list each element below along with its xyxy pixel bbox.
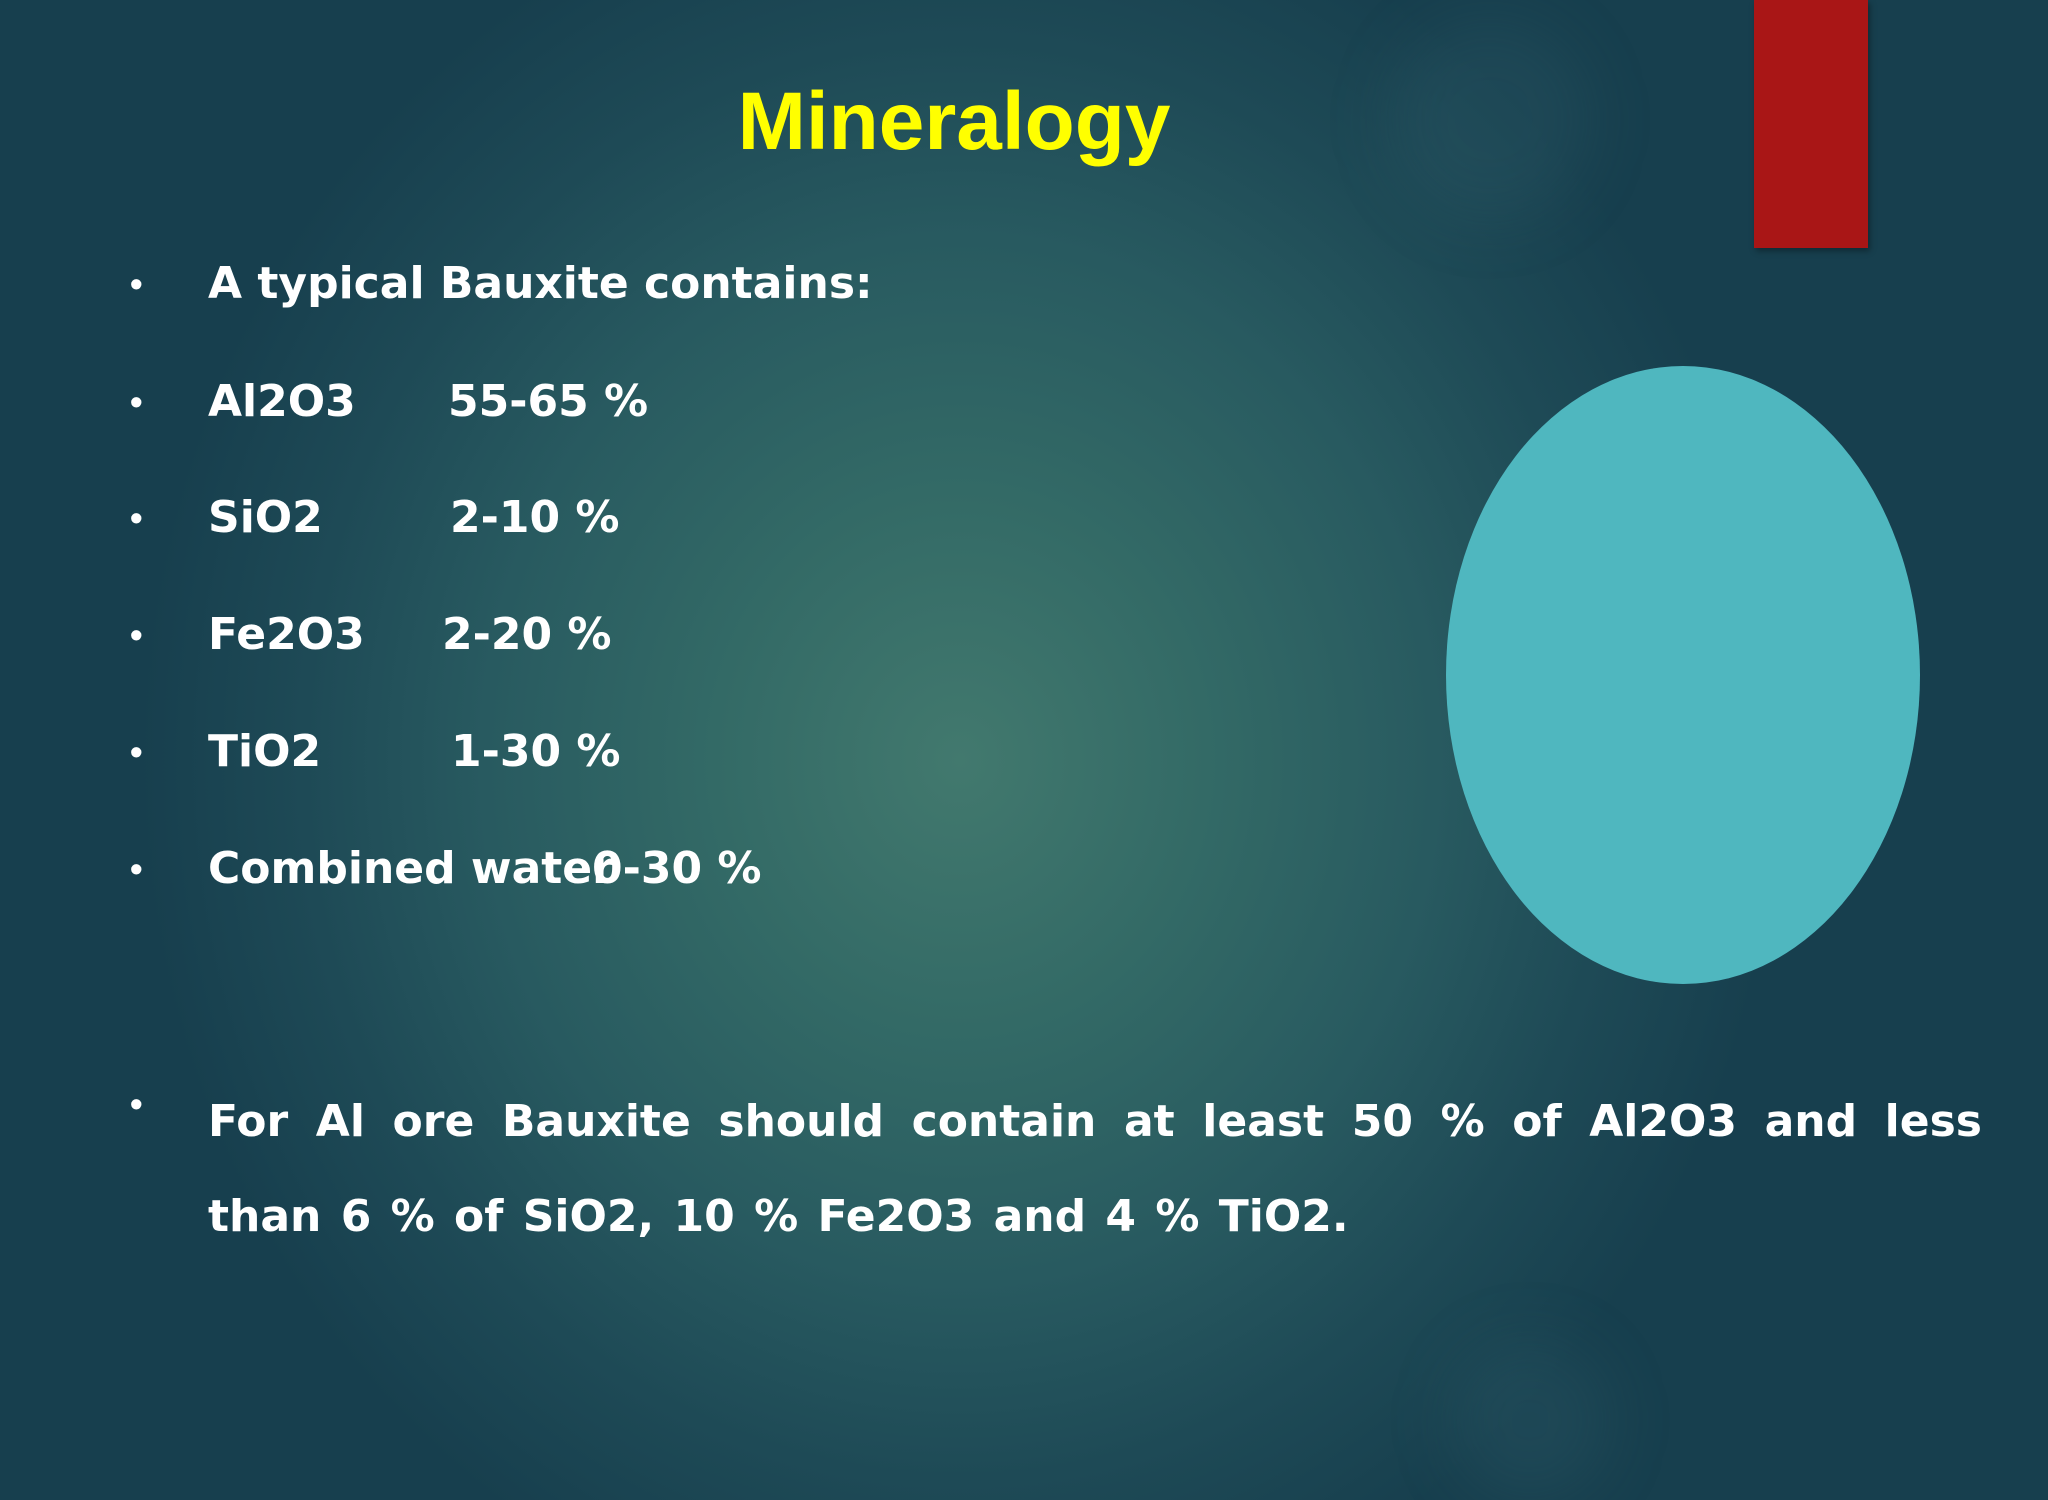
ore-requirement-note: • For Al ore Bauxite should contain at l… (130, 1074, 1982, 1264)
list-item-label: SiO2 (208, 492, 323, 543)
list-item-value: 0-30 % (592, 843, 762, 894)
list-item-label: Al2O3 (208, 376, 356, 427)
bullet-icon: • (130, 731, 143, 772)
list-item-label: Fe2O3 (208, 609, 365, 660)
bullet-icon: • (130, 381, 143, 422)
background-glow (1390, 20, 1590, 220)
list-item-label: A typical Bauxite contains: (208, 258, 873, 309)
bullet-icon: • (130, 848, 143, 889)
decorative-ellipse (1446, 366, 1920, 984)
list-item-value: 1-30 % (451, 726, 621, 777)
list-item-value: 2-20 % (442, 609, 612, 660)
bullet-icon: • (130, 1083, 143, 1124)
slide-title: Mineralogy (737, 76, 1171, 167)
list-item-label: Combined water (208, 843, 614, 894)
list-item-value: 55-65 % (448, 376, 649, 427)
bullet-icon: • (130, 263, 143, 304)
note-text: For Al ore Bauxite should contain at lea… (208, 1096, 1982, 1242)
list-item-value: 2-10 % (450, 492, 620, 543)
bullet-icon: • (130, 614, 143, 655)
background-glow (1450, 1340, 1610, 1500)
accent-bar (1754, 0, 1868, 248)
bullet-icon: • (130, 497, 143, 538)
list-item-label: TiO2 (208, 726, 322, 777)
